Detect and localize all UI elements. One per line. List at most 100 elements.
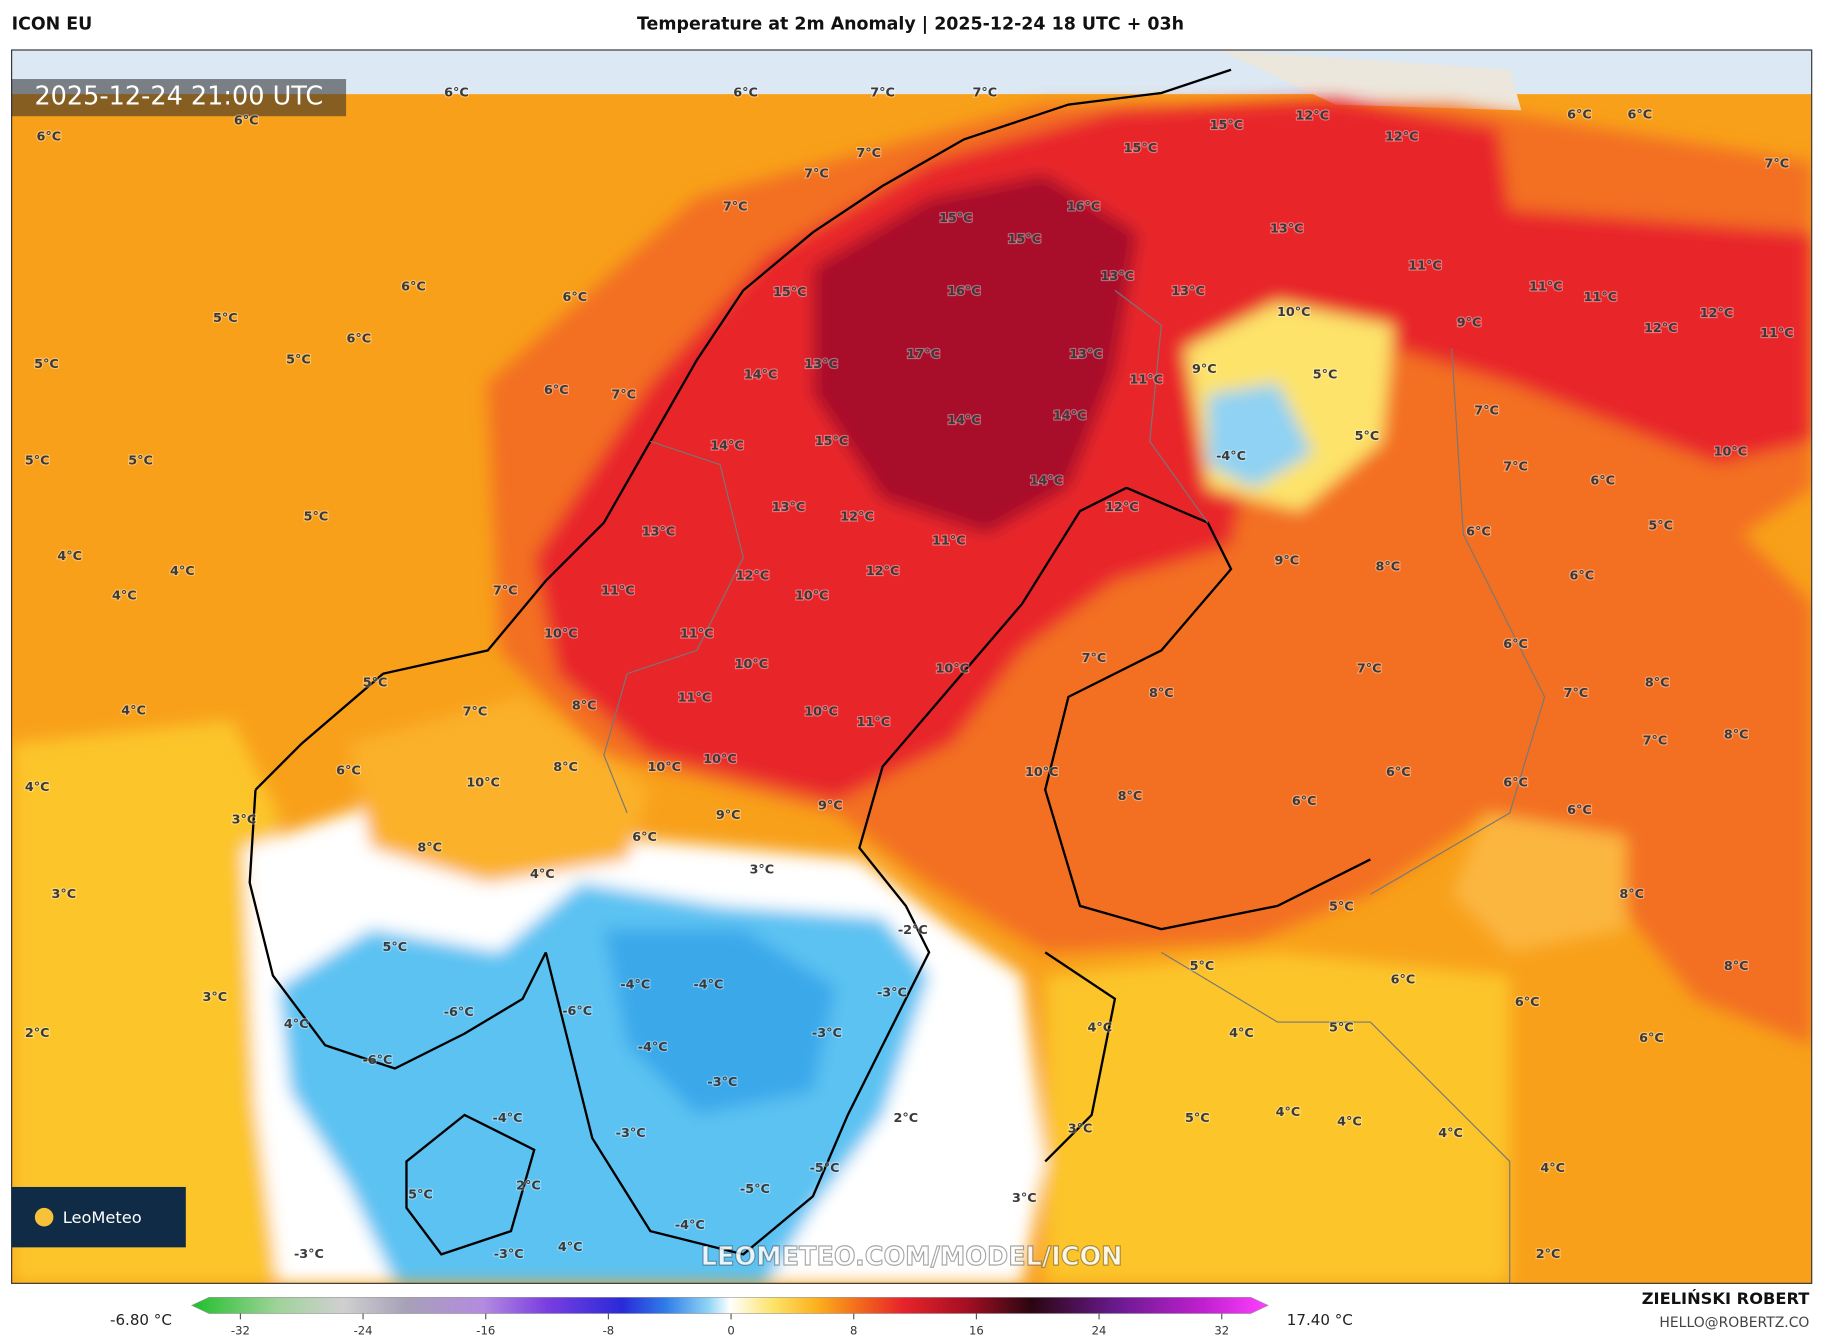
temperature-label: 7°C [1082,651,1107,666]
temperature-label: 8°C [572,699,597,714]
temperature-label: -3°C [494,1247,524,1262]
temperature-label: 6°C [544,383,569,398]
temperature-label: -4°C [638,1040,668,1055]
temperature-label: 7°C [1564,686,1589,701]
temperature-label: 7°C [1474,404,1499,419]
temperature-label: -4°C [693,977,723,992]
temperature-labels: 6°C 6°C 6°C 6°C 7°C 7°C 7°C 7°C 7°C 6°C 6°C 5°C 6°C 5… [24,84,1795,1263]
temperature-label: 6°C [1386,765,1411,780]
temperature-label: 16°C [947,284,981,299]
colorbar-tick-label: 24 [1092,1323,1107,1337]
temperature-label: 15°C [773,285,807,300]
temperature-label: 10°C [795,588,829,603]
temperature-label: 6°C [733,85,758,100]
temperature-label: 13°C [642,524,676,539]
temperature-label: 12°C [1644,321,1678,336]
map-frame [11,49,1813,1284]
temperature-label: 5°C [286,353,311,368]
temperature-label: -4°C [620,977,650,992]
temperature-label: 3°C [1068,1121,1093,1136]
temperature-label: 5°C [363,675,388,690]
temperature-label: 8°C [417,840,442,855]
temperature-label: 12°C [736,569,770,584]
temperature-label: 15°C [939,211,973,226]
temperature-label: 12°C [840,509,874,524]
temperature-label: 13°C [804,357,838,372]
temperature-label: 6°C [1569,569,1594,584]
temperature-label: 6°C [444,85,469,100]
temperature-label: 16°C [1067,199,1101,214]
temperature-label: 9°C [1192,362,1217,377]
temperature-label: 10°C [648,760,682,775]
temperature-label: 6°C [1639,1031,1664,1046]
temperature-label: 15°C [1124,141,1158,156]
temperature-label: 8°C [1645,675,1670,690]
temperature-label: -3°C [616,1126,646,1141]
map [11,49,1812,1284]
temperature-label: 13°C [1270,221,1304,236]
temperature-label: 11°C [932,534,966,549]
temperature-label: 5°C [1648,519,1673,534]
temperature-label: -4°C [1216,449,1246,464]
timestamp-box [11,79,347,117]
colorbar-tick-label: -32 [231,1323,250,1337]
temperature-label: 5°C [383,940,408,955]
temperature-label: 17°C [907,347,941,362]
temperature-label: 3°C [203,990,228,1005]
temperature-label: 5°C [1185,1111,1210,1126]
temperature-label: 6°C [1391,973,1416,988]
temperature-label: 14°C [744,368,778,383]
temperature-label: 4°C [558,1240,583,1255]
temperature-label: 7°C [973,85,998,100]
temperature-label: 4°C [121,703,146,718]
temperature-label: 6°C [336,764,361,779]
temperature-label: 13°C [772,500,806,515]
temperature-label: 14°C [1053,408,1087,423]
temperature-label: 6°C [401,279,426,294]
temperature-label: 6°C [1628,108,1653,123]
temperature-label: 10°C [1277,305,1311,320]
temperature-label: 10°C [1025,765,1059,780]
temperature-label: 5°C [1329,1020,1354,1035]
temperature-label: 4°C [1540,1161,1565,1176]
chart-title: Temperature at 2m Anomaly | 2025-12-24 1… [637,14,1184,34]
temperature-label: 15°C [815,434,849,449]
temperature-label: 4°C [1229,1026,1254,1041]
temperature-label: 4°C [284,1017,309,1032]
temperature-label: 7°C [1765,156,1790,171]
temperature-label: 4°C [1438,1126,1463,1141]
temperature-label: 2°C [516,1178,541,1193]
temperature-label: 6°C [1292,794,1317,809]
temperature-label: 7°C [856,146,881,161]
temperature-label: 10°C [466,775,500,790]
temperature-label: 9°C [1274,553,1299,568]
temperature-label: 5°C [1190,959,1215,974]
borders [603,289,1546,1284]
temperature-label: 8°C [1724,959,1749,974]
temperature-label: 11°C [1129,372,1163,387]
temperature-label: 13°C [1069,347,1103,362]
temperature-label: 3°C [1012,1191,1037,1206]
temperature-label: 7°C [723,199,748,214]
temperature-label: 7°C [1357,662,1382,677]
temperature-label: 9°C [716,808,741,823]
credit-name: ZIELIŃSKI ROBERT [1642,1289,1810,1308]
temperature-label: 4°C [1337,1114,1362,1129]
temperature-label: 12°C [1105,500,1139,515]
temperature-label: 6°C [632,830,657,845]
temperature-label: 6°C [563,290,588,305]
temperature-label: 15°C [1210,118,1244,133]
temperature-label: 6°C [1567,108,1592,123]
temperature-label: 6°C [1590,473,1615,488]
colorbar-tick-label: -8 [603,1323,615,1337]
temperature-label: 6°C [347,332,372,347]
temperature-label: -4°C [675,1218,705,1233]
temperature-label: 5°C [213,311,238,326]
temperature-label: 5°C [408,1188,433,1203]
temperature-label: 4°C [530,867,555,882]
legend-min: -6.80 °C [110,1311,172,1329]
temperature-label: 11°C [680,627,714,642]
colorbar [190,1297,1269,1314]
